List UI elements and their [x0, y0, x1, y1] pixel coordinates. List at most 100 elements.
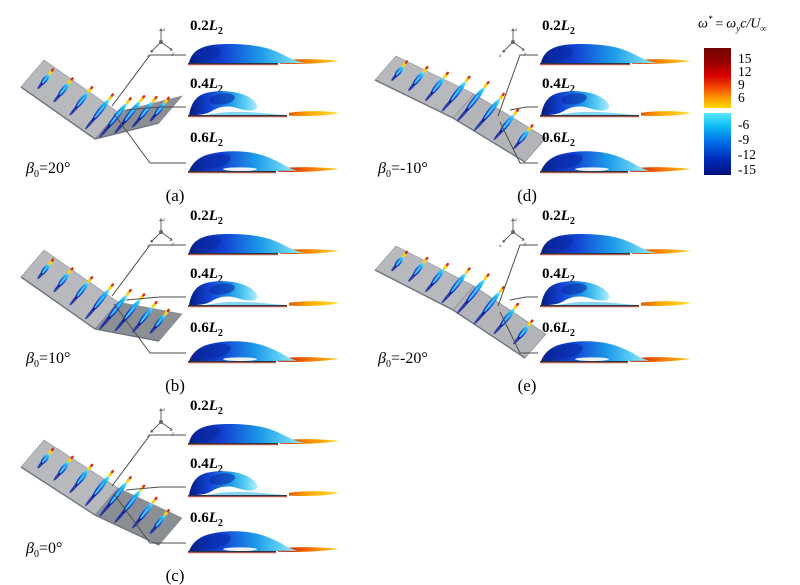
- airfoil-plate-underline: [188, 254, 278, 256]
- slice-subscript: 2: [217, 518, 223, 529]
- airfoil-plate: [540, 253, 630, 255]
- airfoil-plate-underline: [188, 172, 276, 174]
- slice-plane-label: 0.4L2: [542, 76, 575, 95]
- airfoil-plate-underline: [188, 496, 287, 498]
- panel-letter: (a): [165, 186, 185, 205]
- slice-contour-plot: [188, 43, 339, 66]
- slice-symbol: L: [560, 208, 570, 224]
- axes-triad-icon: z x y: [498, 27, 527, 59]
- slice-fraction: 0.6: [190, 510, 209, 526]
- airfoil-plate-underline: [188, 552, 276, 554]
- slice-subscript: 2: [217, 464, 223, 475]
- beta-symbol: β: [26, 540, 34, 557]
- slice-fraction: 0.2: [542, 208, 561, 224]
- wake-contour: [289, 491, 339, 496]
- slice-plane-label: 0.2L2: [190, 18, 223, 37]
- slice-subscript: 2: [217, 216, 223, 227]
- axis-x-label: x: [146, 243, 150, 249]
- axis-y-label: y: [171, 431, 175, 437]
- wing-3d-view: [374, 245, 547, 359]
- colorbar-negative-gradient: [704, 113, 731, 175]
- beta-subscript: 0: [33, 549, 39, 561]
- slice-fraction: 0.6: [542, 320, 561, 336]
- slice-fraction: 0.4: [190, 76, 209, 92]
- axis-x-label: x: [146, 433, 150, 439]
- slice-fraction: 0.6: [542, 130, 561, 146]
- slice-fraction: 0.6: [190, 130, 209, 146]
- wing-inboard-panel: [20, 249, 119, 330]
- airfoil-plate: [188, 171, 276, 173]
- vortex-streak: [69, 463, 94, 494]
- slice-contour-plot: [188, 423, 339, 446]
- beta-subscript: 0: [33, 359, 39, 371]
- panel-letter: (b): [165, 376, 185, 395]
- slice-contour-plot: [188, 471, 339, 498]
- airfoil-plate: [540, 171, 628, 173]
- airfoil-plate-underline: [188, 64, 278, 66]
- wing-inboard-panel: [20, 59, 119, 140]
- slice-contour-plot: [540, 91, 691, 118]
- slice-subscript: 2: [569, 216, 575, 227]
- slice-contour-plot: [540, 341, 691, 364]
- u-infinity-sub: ∞: [760, 23, 767, 34]
- wing-inboard-panel: [20, 439, 119, 516]
- panel-e: z x y β0=-20° (e) 0.2L2 0.4L2 0.6L2: [352, 200, 698, 400]
- colorbar-tick: 15: [738, 51, 752, 66]
- c-over-u: c/U: [740, 16, 761, 32]
- airfoil-plate: [188, 361, 276, 363]
- beta-subscript: 0: [33, 169, 39, 181]
- slice-symbol: L: [560, 320, 570, 336]
- wake-contour: [641, 301, 691, 306]
- beta-label: β0=-20°: [378, 350, 428, 370]
- beta-value: =20°: [38, 160, 71, 177]
- slice-contour-plot: [540, 233, 691, 256]
- panel-letter: (c): [165, 566, 185, 585]
- axis-z-label: z: [162, 27, 166, 33]
- colorbar-tick: 12: [738, 64, 752, 79]
- airfoil-plate-underline: [188, 306, 287, 308]
- omega-star-sup: *: [707, 14, 713, 24]
- beta-label: β0=0°: [26, 540, 62, 560]
- axis-y-label: y: [523, 241, 527, 247]
- vortex-streak: [53, 455, 74, 481]
- airfoil-plate-underline: [540, 362, 628, 364]
- equals-sign: =: [715, 16, 724, 32]
- vortex-streak: [441, 75, 471, 112]
- slice-subscript: 2: [217, 26, 223, 37]
- beta-label: β0=10°: [26, 350, 70, 370]
- slice-symbol: L: [208, 266, 218, 282]
- slice-plane-label: 0.2L2: [190, 208, 223, 227]
- wing-3d-view: [20, 439, 183, 546]
- slice-contour-plot: [188, 531, 339, 554]
- wing-3d-view: [374, 55, 547, 163]
- slice-fraction: 0.2: [190, 208, 209, 224]
- omega-y-sub: y: [736, 23, 741, 34]
- slice-subscript: 2: [569, 328, 575, 339]
- airfoil-plate: [540, 361, 628, 363]
- slice-symbol: L: [208, 208, 218, 224]
- slice-plane-label: 0.2L2: [190, 398, 223, 417]
- slice-symbol: L: [208, 510, 218, 526]
- vortex-streak: [408, 65, 429, 91]
- airfoil-plate-underline: [188, 116, 287, 118]
- axis-y-label: y: [523, 51, 527, 57]
- slice-subscript: 2: [217, 328, 223, 339]
- slice-contour-plot: [188, 341, 339, 364]
- panel-c: z x y β0=0° (c) 0.2L2 0.4L2 0.6L2: [0, 390, 346, 585]
- omega-star: ω: [698, 16, 708, 32]
- slice-symbol: L: [208, 456, 218, 472]
- slice-contour-plot: [540, 43, 691, 66]
- slice-contour-plot: [188, 281, 339, 308]
- axes-triad-icon: z x y: [146, 407, 175, 439]
- vortex-streak: [425, 262, 449, 293]
- slice-plane-label: 0.2L2: [542, 18, 575, 37]
- slice-subscript: 2: [569, 138, 575, 149]
- slice-plane-label: 0.6L2: [542, 320, 575, 339]
- slice-fraction: 0.2: [190, 398, 209, 414]
- slice-fraction: 0.4: [190, 456, 209, 472]
- axis-x-label: x: [498, 243, 502, 249]
- airfoil-plate: [188, 253, 278, 255]
- panel-letter: (e): [517, 376, 537, 395]
- slice-fraction: 0.2: [190, 18, 209, 34]
